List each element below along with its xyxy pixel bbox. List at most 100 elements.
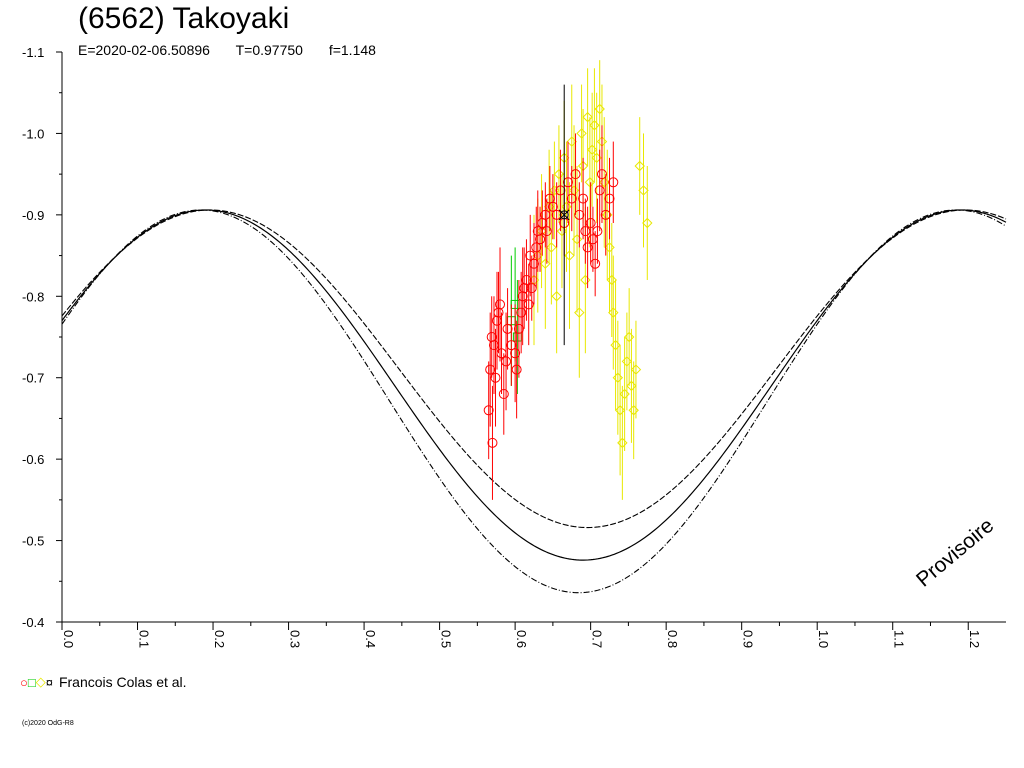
data-point-diamond — [580, 274, 591, 286]
data-point-circle — [585, 218, 596, 228]
y-tick-label: -1.0 — [22, 126, 44, 141]
data-point-circle — [506, 340, 517, 351]
legend: ○ □ ◇ ¤ Francois Colas et al. — [20, 674, 187, 690]
x-tick-label: 0.0 — [61, 630, 76, 648]
x-tick-label: 0.6 — [514, 630, 529, 648]
chart-title: (6562) Takoyaki — [78, 2, 290, 35]
legend-author: Francois Colas et al. — [58, 674, 187, 690]
data-point-diamond — [630, 364, 642, 375]
x-tick-label: 0.7 — [590, 630, 605, 648]
x-tick-label: 0.2 — [212, 630, 227, 648]
data-point-diamond — [584, 177, 596, 188]
data-point-diamond — [553, 168, 565, 180]
x-tick-label: 0.3 — [288, 630, 303, 648]
data-point-diamond — [621, 356, 633, 367]
data-point-diamond — [612, 372, 624, 383]
data-point-circle — [510, 348, 521, 359]
x-tick-label: 0.9 — [741, 630, 756, 648]
data-point-circle — [608, 177, 619, 188]
data-point-diamond — [589, 120, 600, 131]
data-point-circle — [574, 209, 585, 220]
chart-axes: 0.0 0.1 0.2 0.3 0.4 0.5 0.6 0.7 0.8 0.9 1.0 1.1 1.2 -… — [22, 45, 1006, 648]
data-point-circle — [529, 258, 539, 269]
data-point-diamond — [634, 160, 645, 172]
y-tick-label: -0.9 — [22, 208, 44, 223]
data-point-diamond — [574, 307, 585, 318]
data-point-circle — [582, 242, 593, 253]
y-tick-label: -0.6 — [22, 452, 44, 467]
data-point-circle — [566, 193, 577, 204]
data-point-circle — [511, 364, 522, 375]
data-point-circle — [495, 299, 506, 310]
legend-cross-icon: ¤ — [45, 674, 53, 690]
factor-label: f=1.148 — [328, 42, 376, 58]
data-point-circle — [604, 193, 615, 204]
legend-square-icon: □ — [27, 674, 36, 690]
data-point-circle — [502, 323, 513, 334]
data-point-diamond — [642, 217, 653, 229]
data-point-diamond — [638, 185, 649, 196]
data-point-circle — [562, 177, 573, 188]
data-point-circle — [541, 226, 552, 237]
data-point-diamond — [604, 242, 615, 253]
data-point-circle — [501, 356, 512, 367]
data-point-circle — [531, 242, 542, 253]
data-point-circle — [592, 226, 603, 237]
data-point-circle — [535, 234, 546, 245]
data-point-cross-stroke — [558, 209, 570, 221]
data-point-diamond — [540, 258, 551, 269]
data-point-circle — [490, 372, 501, 383]
model-upper-envelope — [61, 209, 1007, 529]
x-tick-label: 0.5 — [439, 630, 454, 648]
data-point-diamond — [576, 128, 587, 139]
data-point-circle — [547, 201, 558, 212]
y-tick-label: -0.7 — [22, 371, 44, 386]
data-point-diamond — [571, 234, 583, 245]
model-curves — [61, 209, 1007, 594]
data-point-diamond — [556, 225, 568, 237]
chart-subtitle: E=2020-02-06.50896 T=0.97750 f=1.148 — [78, 42, 398, 58]
y-tick-label: -1.1 — [22, 45, 44, 60]
data-point-circle — [485, 364, 496, 375]
data-point-circle — [596, 169, 607, 180]
data-point-circle — [590, 258, 601, 269]
epoch-label: E=2020-02-06.50896 — [78, 42, 210, 58]
data-point-diamond — [623, 331, 635, 343]
data-point-circle — [551, 209, 562, 220]
data-point-circle — [580, 226, 591, 237]
x-tick-label: 0.4 — [363, 630, 378, 648]
period-label: T=0.97750 — [235, 42, 303, 58]
data-point-circle — [578, 193, 589, 204]
x-tick-label: 1.0 — [816, 630, 831, 648]
data-point-diamond — [606, 274, 617, 286]
data-point-circle — [493, 307, 504, 318]
y-tick-label: -0.8 — [22, 289, 44, 304]
legend-circle-icon: ○ — [20, 674, 28, 690]
data-point-diamond — [582, 111, 593, 123]
data-point-circle — [487, 437, 498, 448]
x-tick-label: 1.1 — [892, 630, 907, 648]
y-tick-label: -0.4 — [22, 615, 44, 630]
data-point-diamond — [628, 405, 639, 416]
data-point-circle — [523, 299, 534, 310]
data-point-diamond — [546, 242, 557, 253]
x-tick-label: 0.1 — [137, 630, 152, 648]
data-point-diamond — [564, 250, 575, 261]
data-point-circle — [516, 307, 527, 318]
data-point-diamond — [610, 339, 621, 351]
data-points — [483, 60, 653, 500]
x-tick-label: 1.2 — [967, 630, 982, 648]
data-point-diamond — [619, 388, 630, 400]
data-point-circle — [483, 405, 494, 416]
data-point-circle — [513, 323, 524, 334]
data-point-diamond — [586, 144, 598, 155]
legend-diamond-icon: ◇ — [35, 674, 46, 689]
data-point-circle — [570, 169, 581, 180]
data-point-diamond — [614, 405, 626, 416]
data-point-circle — [525, 250, 536, 261]
data-point-diamond — [608, 307, 619, 318]
data-point-diamond — [536, 225, 547, 237]
data-point-circle — [517, 291, 528, 302]
data-point-circle — [594, 185, 605, 196]
